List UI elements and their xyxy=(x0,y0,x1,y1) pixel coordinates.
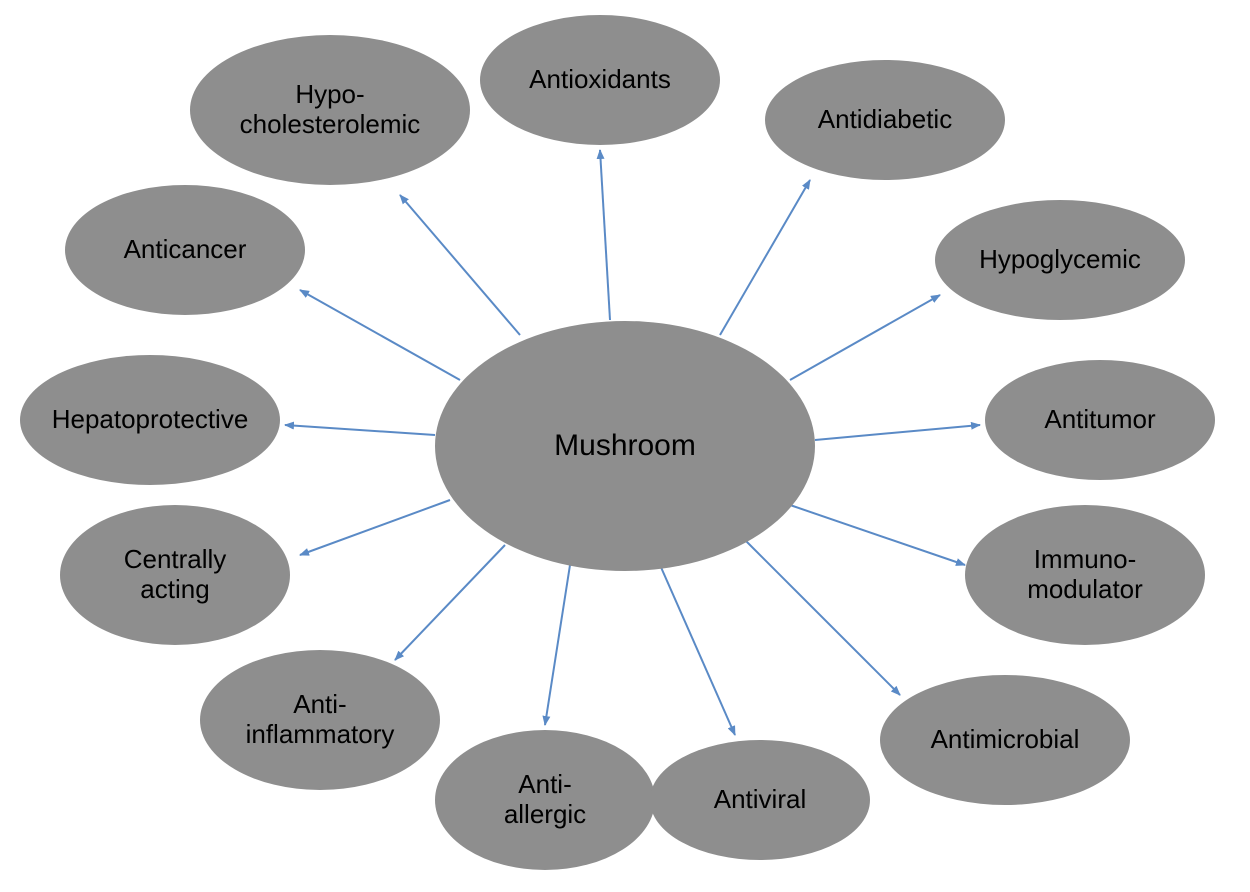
outer-node-hypo-chol: Hypo- cholesterolemic xyxy=(190,35,470,185)
outer-node-label: Centrally acting xyxy=(124,545,227,605)
arrow-to-antioxidants xyxy=(600,150,610,320)
outer-node-label: Antitumor xyxy=(1044,405,1155,435)
outer-node-antidiabetic: Antidiabetic xyxy=(765,60,1005,180)
outer-node-antioxidants: Antioxidants xyxy=(480,15,720,145)
outer-node-label: Antidiabetic xyxy=(818,105,952,135)
arrow-to-anti-inflammatory xyxy=(395,545,505,660)
outer-node-antitumor: Antitumor xyxy=(985,360,1215,480)
outer-node-anti-inflammatory: Anti- inflammatory xyxy=(200,650,440,790)
arrow-to-antidiabetic xyxy=(720,180,810,335)
outer-node-antimicrobial: Antimicrobial xyxy=(880,675,1130,805)
outer-node-hepatoprotective: Hepatoprotective xyxy=(20,355,280,485)
outer-node-label: Antioxidants xyxy=(529,65,671,95)
arrow-to-hypoglycemic xyxy=(790,295,940,380)
arrow-to-immunomodulator xyxy=(790,505,965,565)
outer-node-label: Anticancer xyxy=(124,235,247,265)
outer-node-label: Immuno- modulator xyxy=(1027,545,1143,605)
center-node-mushroom: Mushroom xyxy=(435,321,815,571)
outer-node-hypoglycemic: Hypoglycemic xyxy=(935,200,1185,320)
outer-node-label: Hypoglycemic xyxy=(979,245,1141,275)
outer-node-label: Antiviral xyxy=(714,785,806,815)
outer-node-label: Hypo- cholesterolemic xyxy=(240,80,421,140)
arrow-to-antiviral xyxy=(660,565,735,735)
outer-node-anticancer: Anticancer xyxy=(65,185,305,315)
outer-node-anti-allergic: Anti- allergic xyxy=(435,730,655,870)
arrow-to-hepatoprotective xyxy=(285,425,435,435)
outer-node-label: Anti- inflammatory xyxy=(246,690,395,750)
outer-node-label: Anti- allergic xyxy=(504,770,586,830)
diagram-canvas: Mushroom Antioxidants Hypo- cholesterolem… xyxy=(0,0,1250,892)
arrow-to-anti-allergic xyxy=(545,565,570,725)
arrow-to-hypo-chol xyxy=(400,195,520,335)
outer-node-centrally-acting: Centrally acting xyxy=(60,505,290,645)
center-node-label: Mushroom xyxy=(554,429,696,464)
arrow-to-centrally-acting xyxy=(300,500,450,555)
arrow-to-antimicrobial xyxy=(745,540,900,695)
arrow-to-antitumor xyxy=(815,425,980,440)
outer-node-label: Antimicrobial xyxy=(931,725,1080,755)
outer-node-label: Hepatoprotective xyxy=(52,405,249,435)
outer-node-antiviral: Antiviral xyxy=(650,740,870,860)
arrow-to-anticancer xyxy=(300,290,460,380)
outer-node-immunomodulator: Immuno- modulator xyxy=(965,505,1205,645)
